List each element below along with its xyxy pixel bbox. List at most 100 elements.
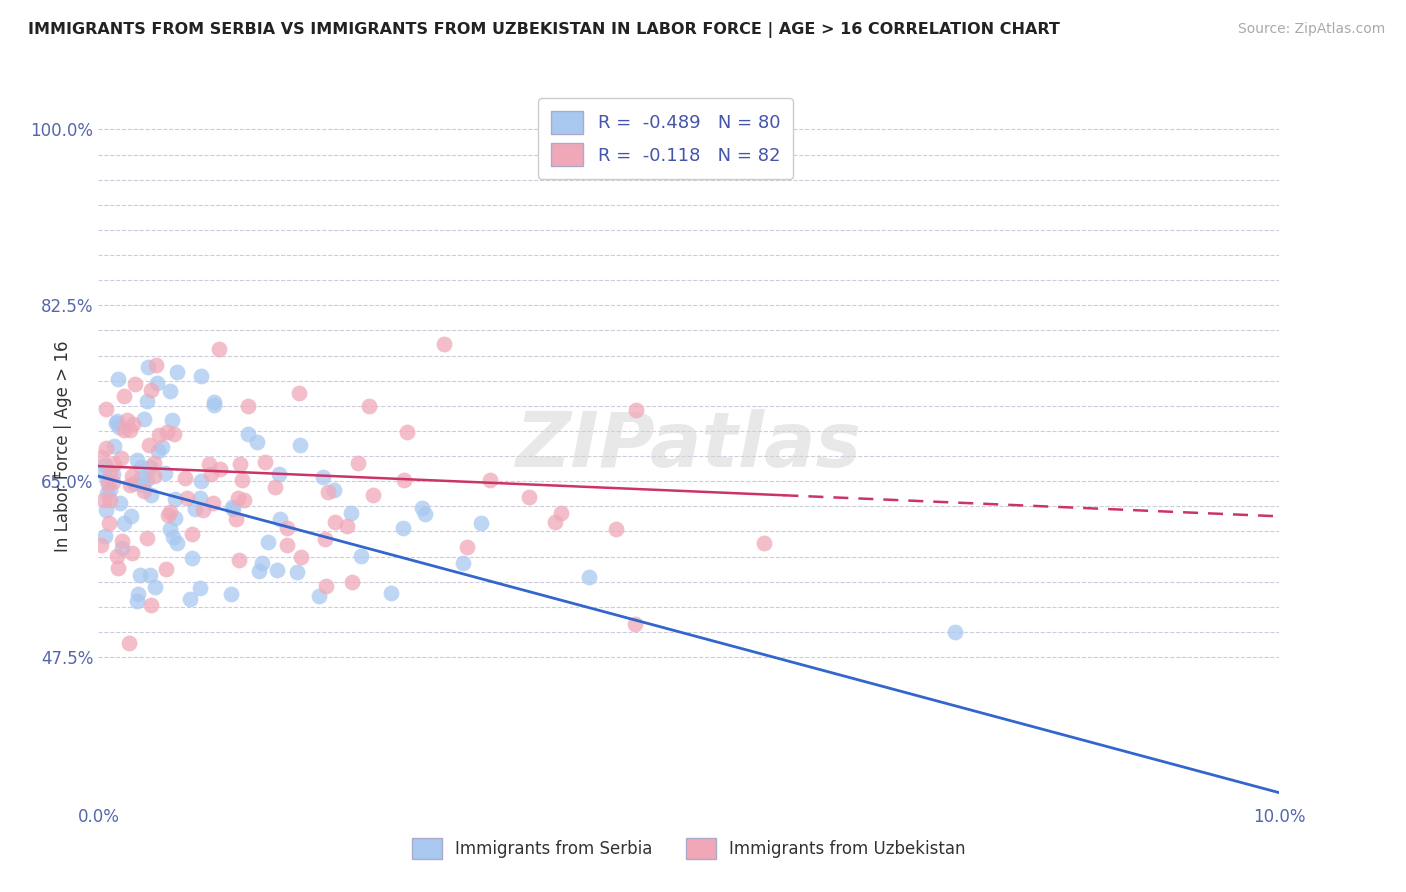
Point [315, 579, 337, 593]
Point [433, 336, 456, 351]
Point [148, 428, 170, 442]
Point [128, 568, 150, 582]
Point [470, 516, 492, 530]
Point [120, 508, 142, 523]
Point [118, 478, 141, 492]
Point [138, 460, 160, 475]
Point [94, 401, 117, 416]
Point [336, 519, 359, 533]
Point [166, 535, 188, 549]
Point [162, 530, 184, 544]
Point [105, 549, 128, 563]
Point [257, 535, 280, 549]
Point [127, 594, 149, 608]
Point [94, 458, 117, 472]
Point [290, 550, 312, 565]
Point [138, 438, 160, 452]
Point [228, 553, 250, 567]
Point [340, 575, 363, 590]
Point [190, 369, 212, 384]
Point [202, 395, 225, 409]
Point [121, 417, 143, 431]
Point [322, 483, 344, 497]
Point [250, 556, 273, 570]
Point [623, 617, 645, 632]
Point [225, 511, 247, 525]
Text: Source: ZipAtlas.com: Source: ZipAtlas.com [1237, 22, 1385, 37]
Point [90, 538, 112, 552]
Point [157, 508, 180, 522]
Point [136, 531, 159, 545]
Point [121, 546, 143, 560]
Point [361, 488, 384, 502]
Point [288, 438, 311, 452]
Point [107, 372, 129, 386]
Point [143, 469, 166, 483]
Point [359, 399, 381, 413]
Point [226, 491, 249, 505]
Point [201, 496, 224, 510]
Point [163, 491, 186, 506]
Point [141, 383, 163, 397]
Point [135, 472, 157, 486]
Point [413, 508, 436, 522]
Point [269, 467, 291, 482]
Point [107, 560, 129, 574]
Point [276, 521, 298, 535]
Point [98, 467, 121, 481]
Point [207, 343, 229, 357]
Point [238, 399, 260, 413]
Point [380, 586, 402, 600]
Legend: Immigrants from Serbia, Immigrants from Uzbekistan: Immigrants from Serbia, Immigrants from … [405, 831, 973, 866]
Point [943, 624, 966, 639]
Point [125, 453, 148, 467]
Text: ZIPatlas: ZIPatlas [516, 409, 862, 483]
Point [456, 540, 478, 554]
Point [176, 491, 198, 505]
Point [550, 506, 572, 520]
Point [184, 501, 207, 516]
Point [314, 532, 336, 546]
Point [107, 420, 129, 434]
Point [308, 589, 330, 603]
Point [139, 488, 162, 502]
Point [163, 510, 186, 524]
Point [392, 521, 415, 535]
Point [121, 469, 143, 483]
Point [188, 581, 211, 595]
Point [163, 426, 186, 441]
Text: IMMIGRANTS FROM SERBIA VS IMMIGRANTS FROM UZBEKISTAN IN LABOR FORCE | AGE > 16 C: IMMIGRANTS FROM SERBIA VS IMMIGRANTS FRO… [28, 22, 1060, 38]
Point [288, 386, 311, 401]
Point [105, 414, 128, 428]
Point [160, 413, 183, 427]
Point [91, 465, 114, 479]
Point [231, 473, 253, 487]
Point [103, 467, 125, 482]
Point [146, 376, 169, 390]
Point [517, 490, 540, 504]
Point [159, 384, 181, 399]
Point [219, 587, 242, 601]
Point [254, 455, 277, 469]
Point [347, 456, 370, 470]
Point [112, 516, 135, 530]
Point [544, 515, 567, 529]
Point [285, 565, 308, 579]
Point [269, 512, 291, 526]
Point [396, 425, 419, 439]
Point [264, 480, 287, 494]
Point [132, 478, 155, 492]
Point [143, 457, 166, 471]
Point [411, 501, 433, 516]
Point [115, 413, 138, 427]
Point [193, 503, 215, 517]
Point [146, 444, 169, 458]
Point [478, 473, 501, 487]
Point [578, 569, 600, 583]
Point [159, 522, 181, 536]
Point [103, 439, 125, 453]
Point [312, 469, 335, 483]
Point [101, 475, 124, 489]
Point [108, 496, 131, 510]
Point [94, 502, 117, 516]
